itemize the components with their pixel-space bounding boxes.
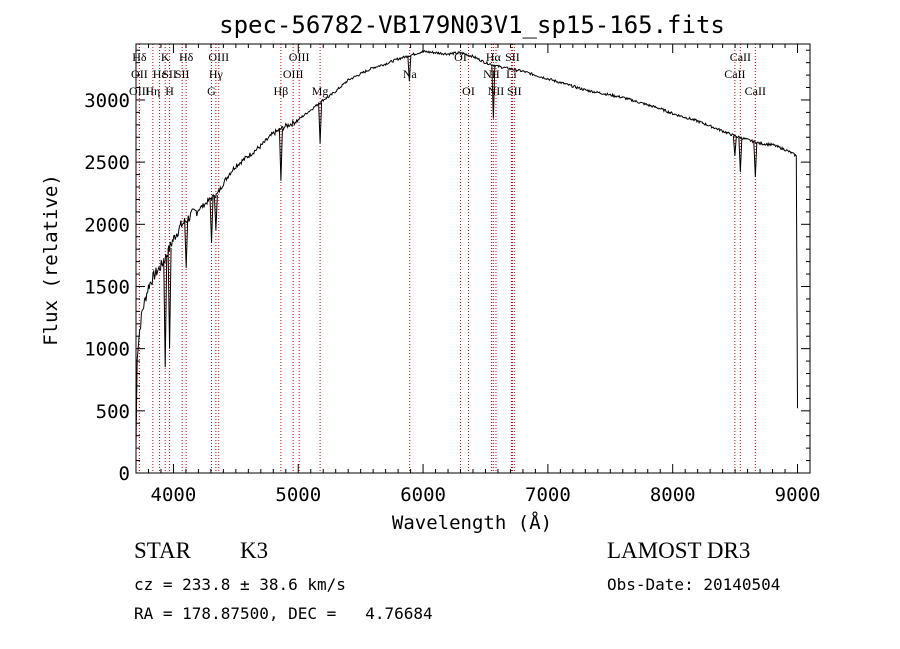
line-marker-label: Hγ: [209, 67, 224, 81]
y-tick-label: 3000: [84, 90, 130, 112]
y-tick-label: 2500: [84, 152, 130, 174]
line-marker-label: K: [161, 50, 170, 64]
x-axis-ticks: 4000 5000 6000 7000 8000 9000: [135, 44, 821, 506]
line-marker-label: OIII: [289, 50, 310, 64]
line-marker-label: SII: [162, 67, 177, 81]
line-marker-label: G: [207, 84, 216, 98]
line-marker-label: CaII: [730, 50, 751, 64]
line-marker-label: OIII: [283, 67, 304, 81]
line-marker-label: Li: [506, 67, 517, 81]
y-tick-label: 500: [96, 401, 130, 423]
observation-date: Obs-Date: 20140504: [607, 575, 781, 594]
line-marker-group: [138, 44, 756, 473]
line-marker-label: CaII: [724, 67, 745, 81]
plot-frame: [135, 43, 811, 474]
survey-name: LAMOST DR3: [607, 538, 751, 563]
line-marker-label: SII: [507, 84, 522, 98]
absorption-dip-group: [163, 55, 758, 368]
y-tick-label: 2000: [84, 214, 130, 236]
line-marker-label: SII: [175, 67, 190, 81]
object-subclass: K3: [240, 538, 269, 563]
x-tick-label: 5000: [275, 484, 321, 506]
line-marker-label: OIII: [208, 50, 229, 64]
sky-coordinates: RA = 178.87500, DEC = 4.76684: [134, 604, 433, 623]
spectrum-line: [135, 49, 798, 449]
y-tick-label: 1000: [84, 339, 130, 361]
y-axis-ticks: 0 500 1000 1500 2000 2500 3000: [84, 49, 810, 485]
line-marker-label: NII: [488, 84, 505, 98]
x-tick-label: 6000: [400, 484, 446, 506]
absorption-dip: [738, 137, 743, 173]
y-tick-label: 0: [119, 463, 130, 485]
line-marker-label: Hβ: [274, 84, 289, 98]
x-tick-label: 8000: [650, 484, 696, 506]
line-marker-label: OI: [462, 84, 475, 98]
line-marker-label: CaII: [745, 84, 766, 98]
y-axis-label: Flux (relative): [40, 174, 62, 346]
line-marker-label: Hδ: [179, 50, 194, 64]
absorption-dip: [407, 55, 412, 82]
absorption-dip: [318, 102, 323, 144]
line-marker-label: OIII: [129, 84, 150, 98]
line-marker-label: H: [165, 84, 174, 98]
x-axis-label: Wavelength (Å): [392, 511, 552, 534]
absorption-dip: [163, 258, 168, 368]
absorption-dip: [184, 220, 189, 268]
line-marker-label: Hα: [486, 50, 502, 64]
line-marker-label: Hη: [145, 84, 160, 98]
absorption-dip: [491, 64, 496, 119]
absorption-dip: [213, 195, 218, 231]
line-marker-label: SII: [505, 50, 520, 64]
chart-title: spec-56782-VB179N03V1_sp15-165.fits: [219, 11, 725, 39]
line-marker-label: NII: [483, 67, 500, 81]
absorption-dip: [278, 128, 283, 181]
line-marker-label: OII: [131, 67, 148, 81]
x-tick-label: 7000: [525, 484, 571, 506]
absorption-dip: [167, 247, 172, 349]
line-marker-label: Hδ: [132, 50, 147, 64]
redshift-velocity: cz = 233.8 ± 38.6 km/s: [134, 575, 346, 594]
absorption-dip: [732, 135, 737, 156]
absorption-dip: [209, 197, 214, 243]
x-tick-label: 9000: [775, 484, 821, 506]
y-tick-label: 1500: [84, 276, 130, 298]
absorption-dip: [753, 142, 758, 178]
line-marker-label: Mg: [312, 84, 329, 98]
x-tick-label: 4000: [151, 484, 197, 506]
object-class: STAR: [134, 538, 191, 563]
line-marker-label: Hε: [153, 67, 167, 81]
